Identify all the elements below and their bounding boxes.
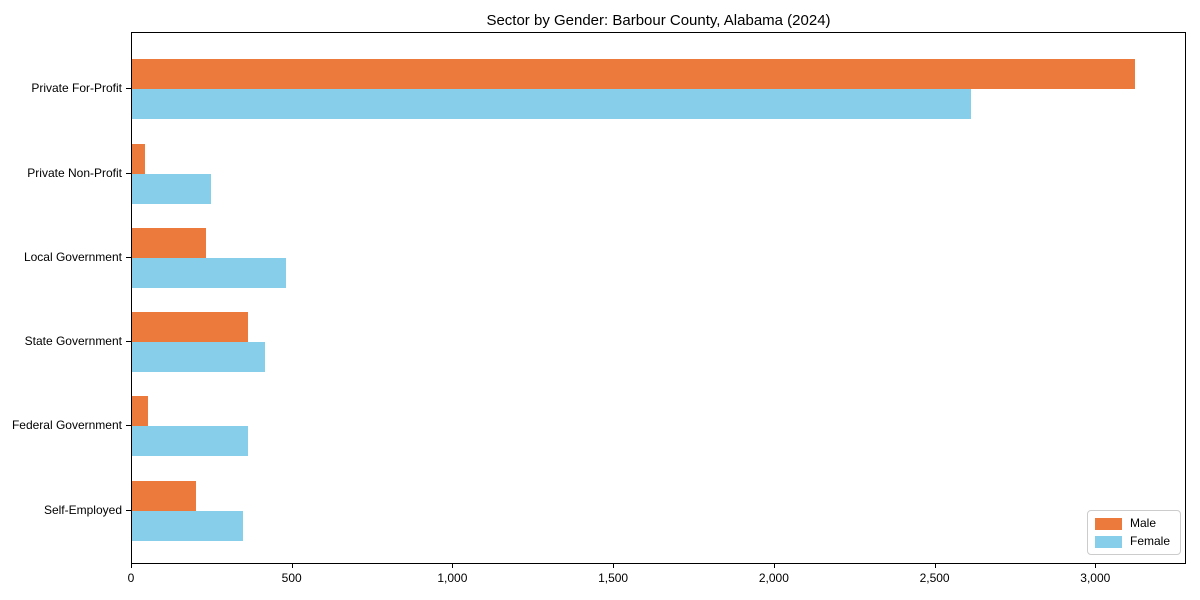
- x-axis-tick: [131, 563, 132, 568]
- y-axis-label-local-government: Local Government: [23, 249, 122, 264]
- x-axis-tick: [452, 563, 454, 568]
- x-axis-tick: [613, 563, 615, 568]
- y-axis-label-self-employed: Self-Employed: [43, 502, 122, 517]
- y-axis-tick: [126, 172, 131, 174]
- legend-swatch-male: [1094, 517, 1122, 530]
- x-axis-tick-label-1000: 1,000: [437, 571, 468, 585]
- plot-area: Male Female: [131, 32, 1186, 564]
- legend-label-male: Male: [1129, 516, 1156, 530]
- bar-female-state-government: [132, 342, 266, 373]
- bar-female-local-government: [132, 257, 287, 288]
- x-axis-tick: [773, 563, 775, 568]
- bar-male-federal-government: [132, 396, 149, 427]
- bar-female-federal-government: [132, 426, 248, 457]
- bar-female-self-employed: [132, 510, 243, 541]
- x-axis-tick-label-1500: 1,500: [598, 571, 629, 585]
- legend-item-male: Male: [1094, 516, 1170, 530]
- y-axis-tick: [126, 509, 131, 511]
- bar-female-private-non-profit: [132, 173, 211, 204]
- y-axis-label-state-government: State Government: [24, 334, 122, 349]
- y-axis-label-federal-government: Federal Government: [11, 418, 122, 433]
- y-axis-label-private-for-profit: Private For-Profit: [31, 81, 122, 96]
- y-axis-tick: [126, 88, 131, 90]
- x-axis-tick-label-3000: 3,000: [1080, 571, 1111, 585]
- x-axis-tick-label-0: 0: [127, 571, 135, 585]
- y-axis-tick: [126, 341, 131, 343]
- legend-item-female: Female: [1094, 534, 1170, 548]
- legend-swatch-female: [1094, 535, 1122, 548]
- y-axis-tick: [126, 425, 131, 427]
- bar-male-private-non-profit: [132, 143, 145, 174]
- x-axis-tick: [934, 563, 936, 568]
- y-axis-label-private-non-profit: Private Non-Profit: [27, 165, 122, 180]
- bar-male-self-employed: [132, 480, 197, 511]
- bar-male-private-for-profit: [132, 59, 1135, 90]
- x-axis-tick: [291, 563, 293, 568]
- x-axis-tick-label-2000: 2,000: [758, 571, 789, 585]
- legend-label-female: Female: [1129, 534, 1170, 548]
- chart-title: Sector by Gender: Barbour County, Alabam…: [486, 12, 831, 29]
- y-axis-tick: [126, 256, 131, 258]
- x-axis-tick-label-2500: 2,500: [919, 571, 950, 585]
- x-axis-tick-label-500: 500: [281, 571, 302, 585]
- bar-male-state-government: [132, 312, 248, 343]
- legend: Male Female: [1086, 510, 1181, 555]
- x-axis-tick: [1095, 563, 1097, 568]
- bar-male-local-government: [132, 227, 206, 258]
- bar-female-private-for-profit: [132, 89, 971, 120]
